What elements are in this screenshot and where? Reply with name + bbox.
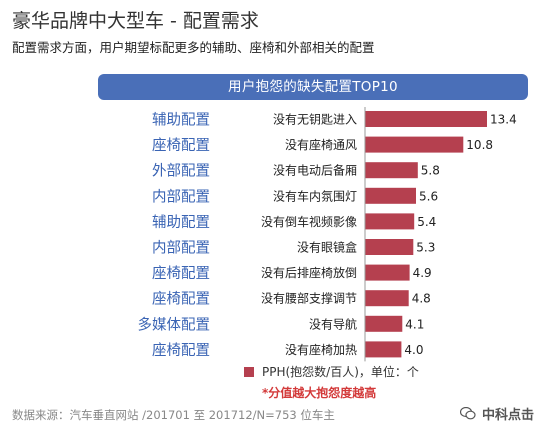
bar bbox=[365, 162, 418, 179]
category-group-label: 辅助配置 bbox=[152, 214, 210, 231]
bar bbox=[365, 341, 402, 358]
bar-value-label: 5.4 bbox=[417, 215, 436, 229]
category-label: 没有腰部支撑调节 bbox=[261, 291, 357, 306]
legend-swatch bbox=[244, 366, 254, 377]
bar-value-label: 5.6 bbox=[419, 189, 438, 203]
chart-title-banner: 用户抱怨的缺失配置TOP10 bbox=[98, 74, 528, 100]
category-group-label: 座椅配置 bbox=[152, 342, 210, 359]
bar bbox=[365, 136, 464, 153]
bar-value-label: 5.8 bbox=[421, 164, 440, 178]
category-group-label: 内部配置 bbox=[152, 240, 210, 257]
category-label: 没有导航 bbox=[309, 316, 357, 331]
bar-value-label: 10.8 bbox=[466, 138, 493, 152]
category-label: 没有倒车视频影像 bbox=[261, 214, 357, 229]
watermark: 中科点击 bbox=[459, 404, 534, 423]
bar bbox=[365, 290, 409, 307]
category-group-label: 多媒体配置 bbox=[138, 316, 211, 333]
chart-note: *分值越大抱怨度越高 bbox=[262, 386, 377, 400]
bar bbox=[365, 213, 415, 230]
category-group-label: 座椅配置 bbox=[152, 265, 210, 282]
category-label: 没有座椅通风 bbox=[285, 137, 357, 152]
category-label: 没有眼镜盒 bbox=[297, 240, 357, 255]
page-subtitle: 配置需求方面，用户期望标配更多的辅助、座椅和外部相关的配置 bbox=[12, 40, 375, 55]
category-group-label: 内部配置 bbox=[152, 188, 210, 205]
bar-value-label: 4.9 bbox=[413, 266, 432, 280]
bar-value-label: 4.8 bbox=[412, 292, 431, 306]
category-label: 没有电动后备厢 bbox=[273, 163, 357, 178]
bar-value-label: 5.3 bbox=[416, 241, 435, 255]
category-group-label: 外部配置 bbox=[152, 163, 210, 180]
bar-value-label: 13.4 bbox=[490, 113, 517, 127]
watermark-text: 中科点击 bbox=[481, 408, 534, 423]
category-label: 没有车内氛围灯 bbox=[273, 188, 357, 203]
category-group-label: 座椅配置 bbox=[152, 137, 210, 154]
bar bbox=[365, 111, 487, 127]
bar bbox=[365, 239, 414, 255]
bar-value-label: 4.1 bbox=[405, 317, 424, 331]
wechat-icon bbox=[459, 407, 476, 420]
legend-label: PPH(抱怨数/百人)，单位：个 bbox=[262, 365, 419, 379]
bar bbox=[365, 264, 410, 281]
category-label: 没有无钥匙进入 bbox=[273, 112, 357, 127]
data-source-footer: 数据来源：汽车垂直网站 /201701 至 201712/N=753 位车主 bbox=[12, 408, 335, 422]
legend: PPH(抱怨数/百人)，单位：个 bbox=[244, 363, 419, 380]
category-group-label: 座椅配置 bbox=[152, 291, 210, 308]
bar bbox=[365, 315, 403, 332]
category-label: 没有后排座椅放倒 bbox=[261, 265, 357, 280]
page-title: 豪华品牌中大型车 - 配置需求 bbox=[12, 10, 259, 32]
category-label: 没有座椅加热 bbox=[285, 342, 357, 357]
bar bbox=[365, 187, 416, 204]
category-group-label: 辅助配置 bbox=[152, 112, 210, 129]
bar-value-label: 4.0 bbox=[404, 343, 423, 357]
